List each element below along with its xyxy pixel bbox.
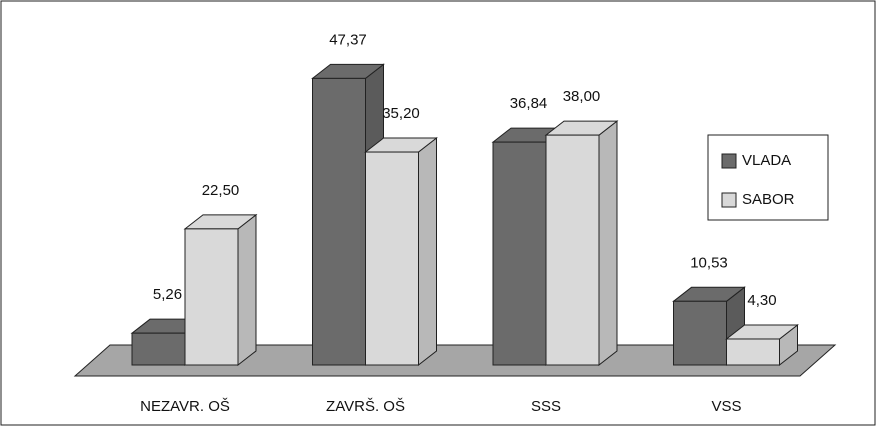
bar (673, 300, 727, 366)
x-tick-label: ZAVRŠ. OŠ (326, 398, 405, 415)
bar-side-shade (599, 121, 617, 365)
x-tick-label: NEZAVR. OŠ (140, 398, 230, 415)
value-label: 38,00 (563, 88, 601, 105)
bar (492, 141, 547, 366)
x-tick-label: SSS (531, 398, 561, 415)
legend-swatch (721, 192, 737, 208)
value-label: 35,20 (382, 105, 420, 122)
bar-side-shade (238, 214, 256, 365)
bar (312, 77, 366, 366)
value-label: 4,30 (747, 292, 776, 309)
bar (131, 332, 186, 366)
x-tick-label: VSS (711, 398, 741, 415)
legend-swatch (721, 153, 737, 169)
bar-side-shade (779, 324, 798, 365)
value-label: 47,37 (329, 31, 367, 48)
bar (545, 134, 600, 366)
legend-label: VLADA (742, 152, 791, 169)
legend-label: SABOR (742, 191, 795, 208)
bar (184, 228, 239, 366)
floor (73, 344, 837, 377)
bar (365, 151, 419, 366)
value-label: 22,50 (202, 182, 240, 199)
bar (726, 338, 780, 366)
bar-side-shade (418, 138, 437, 365)
value-label: 36,84 (510, 95, 548, 112)
value-label: 5,26 (153, 286, 182, 303)
value-label: 10,53 (690, 254, 728, 271)
